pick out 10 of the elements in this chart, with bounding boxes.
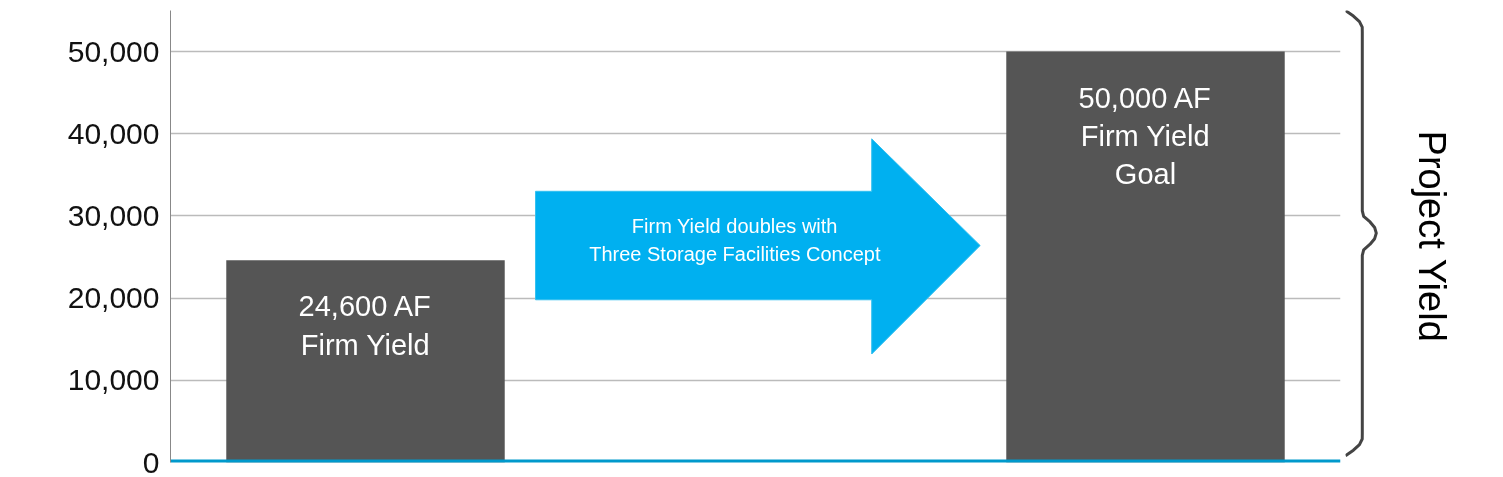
data-label: 24,600 AF Firm Yield	[298, 290, 431, 361]
data-label: 50,000 AF Firm Yield Goal	[1078, 81, 1211, 191]
y-tick-label: 40,000	[67, 116, 160, 150]
y-tick-label: 30,000	[67, 198, 160, 232]
y-tick-label: 20,000	[67, 281, 160, 315]
y-tick-label: 50,000	[67, 34, 160, 68]
y-tick-label: 0	[142, 445, 160, 477]
annotation: Firm Yield doubles with Three Storage Facilities Concept	[589, 214, 881, 266]
text: Project Yield	[1411, 130, 1454, 342]
y-tick-label: 10,000	[67, 363, 160, 397]
